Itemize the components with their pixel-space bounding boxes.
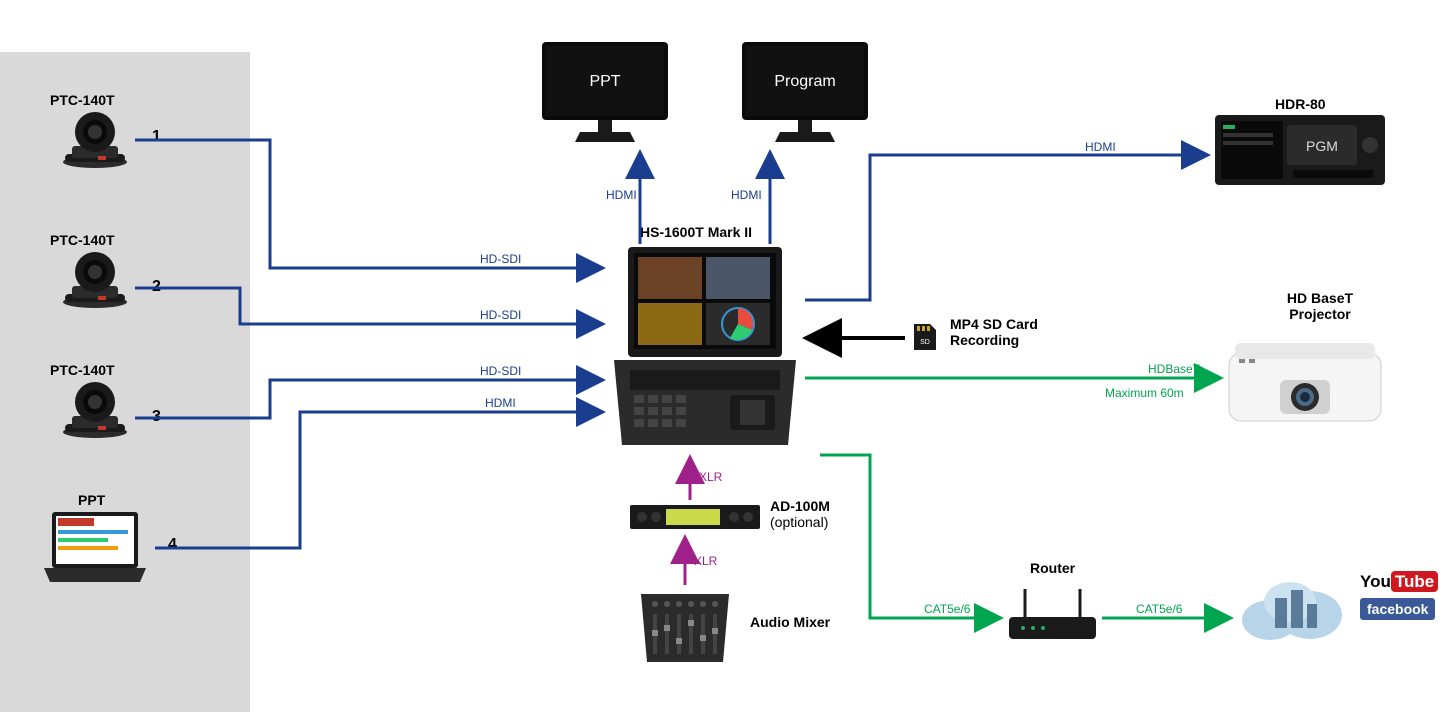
sdcard-icon: SD — [910, 322, 940, 352]
projector — [1225, 335, 1385, 430]
svg-text:Program: Program — [774, 73, 835, 90]
lbl-hdmi-ppt: HDMI — [485, 396, 516, 410]
cam2-label: PTC-140T — [50, 232, 115, 248]
youtube-logo: YouTube — [1360, 572, 1438, 592]
hdr80-label: HDR-80 — [1275, 96, 1326, 112]
ad100-label: AD-100M(optional) — [770, 498, 830, 530]
lbl-hdmi-monprog: HDMI — [731, 188, 762, 202]
lbl-hdsdi-1: HD-SDI — [480, 252, 521, 266]
svg-text:SD: SD — [920, 339, 930, 346]
mixer-label: Audio Mixer — [750, 614, 830, 630]
lbl-hdmi-monppt: HDMI — [606, 188, 637, 202]
lbl-hdbaset: HDBaseT — [1148, 362, 1200, 376]
cloud-icon — [1235, 570, 1350, 645]
lbl-max60: Maximum 60m — [1105, 386, 1184, 400]
ad100 — [630, 505, 760, 529]
lbl-xlr-1: XLR — [699, 470, 722, 484]
projector-label: HD BaseTProjector — [1260, 290, 1380, 322]
switcher — [610, 245, 800, 455]
switcher-label: HS-1600T Mark II — [640, 224, 752, 240]
cam2-num: 2 — [152, 278, 161, 296]
sdcard-label: MP4 SD CardRecording — [950, 316, 1038, 348]
svg-text:PGM: PGM — [1306, 138, 1338, 154]
ppt-laptop — [40, 510, 150, 585]
camera-3 — [60, 380, 130, 438]
lbl-xlr-2: XLR — [694, 554, 717, 568]
monitor-program: Program — [740, 40, 870, 145]
lbl-cat-2: CAT5e/6 — [1136, 602, 1182, 616]
camera-2 — [60, 250, 130, 308]
cam1-num: 1 — [152, 128, 161, 146]
lbl-hdmi-hdr: HDMI — [1085, 140, 1116, 154]
router — [1005, 585, 1100, 645]
lbl-hdsdi-3: HD-SDI — [480, 364, 521, 378]
router-label: Router — [1030, 560, 1075, 576]
ppt-laptop-label: PPT — [78, 492, 105, 508]
cam3-label: PTC-140T — [50, 362, 115, 378]
audio-mixer — [635, 590, 735, 665]
lbl-cat-1: CAT5e/6 — [924, 602, 970, 616]
ppt-laptop-num: 4 — [168, 536, 177, 554]
cam1-label: PTC-140T — [50, 92, 115, 108]
cam3-num: 3 — [152, 408, 161, 426]
facebook-logo: facebook — [1360, 598, 1435, 620]
lbl-hdsdi-2: HD-SDI — [480, 308, 521, 322]
hdr80: PGM — [1215, 115, 1385, 185]
svg-text:PPT: PPT — [589, 73, 620, 90]
camera-1 — [60, 110, 130, 168]
monitor-ppt: PPT — [540, 40, 670, 145]
